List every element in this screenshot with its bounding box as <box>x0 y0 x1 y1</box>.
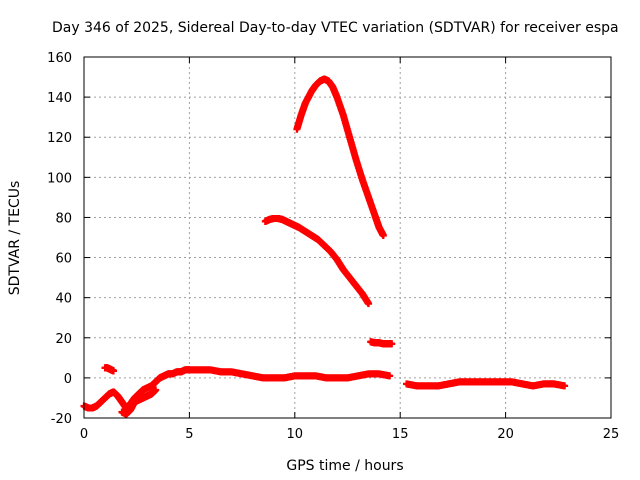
data-point <box>110 367 118 375</box>
series-arc-dot <box>101 364 118 375</box>
x-tick-label: 0 <box>80 427 88 442</box>
x-axis-title: GPS time / hours <box>286 458 403 474</box>
data-point <box>379 231 387 239</box>
y-tick-label: 160 <box>47 51 72 66</box>
y-axis-title: SDTVAR / TECUs <box>7 181 23 296</box>
series-baseline-late <box>403 378 569 390</box>
series-baseline-early-b <box>118 386 160 418</box>
y-tick-label: 40 <box>55 292 72 307</box>
grid <box>84 57 611 418</box>
data-point <box>388 340 396 348</box>
series-arc-small <box>367 338 396 348</box>
data-point <box>152 386 160 394</box>
y-tick-label: 80 <box>55 211 72 226</box>
series-arc-mid <box>261 214 373 308</box>
axis-ticks <box>83 56 612 419</box>
series-arc-high <box>293 75 387 239</box>
data-point <box>386 372 394 380</box>
y-tick-label: 0 <box>64 372 72 387</box>
x-tick-label: 20 <box>497 427 514 442</box>
y-tick-label: 140 <box>47 91 72 106</box>
y-tick-label: 100 <box>47 171 72 186</box>
x-tick-label: 25 <box>603 427 620 442</box>
x-tick-label: 15 <box>392 427 409 442</box>
data-point <box>365 300 373 308</box>
y-tick-label: 120 <box>47 131 72 146</box>
data-points <box>80 75 569 418</box>
y-tick-label: -20 <box>51 412 72 427</box>
y-tick-labels: -20 0 20 40 60 80 100 120 140 160 <box>47 51 72 427</box>
chart-title: Day 346 of 2025, Sidereal Day-to-day VTE… <box>52 20 619 36</box>
x-tick-label: 10 <box>287 427 304 442</box>
x-tick-labels: 0 5 10 15 20 25 <box>80 427 619 442</box>
plot-frame <box>83 56 612 419</box>
series-baseline-mid <box>185 366 394 382</box>
y-tick-label: 60 <box>55 252 72 267</box>
x-tick-label: 5 <box>185 427 193 442</box>
data-point <box>561 382 569 390</box>
y-tick-label: 20 <box>55 332 72 347</box>
